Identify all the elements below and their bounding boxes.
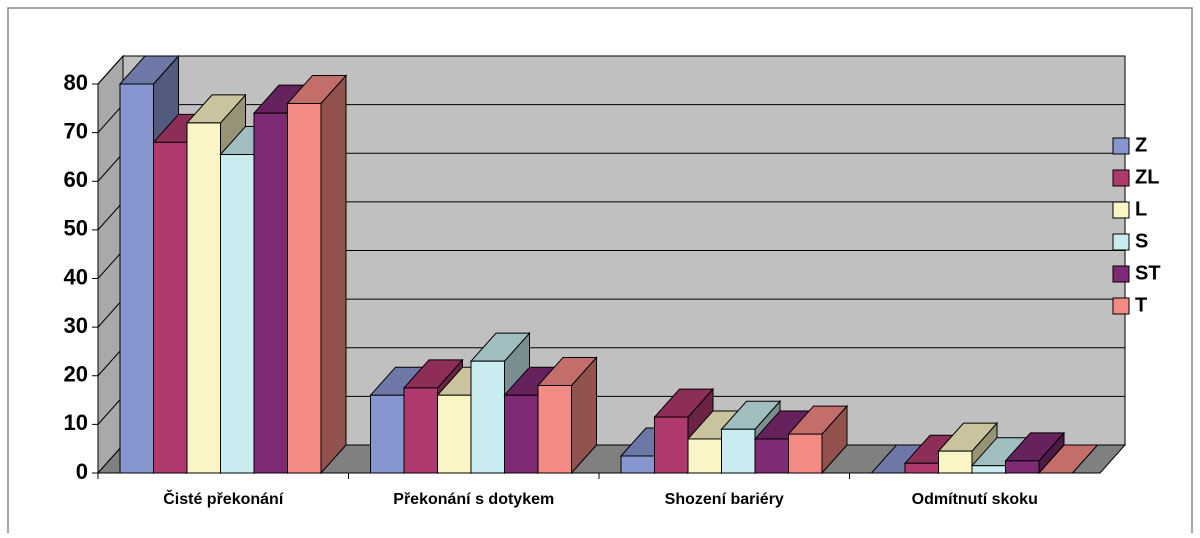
bar <box>754 438 789 474</box>
grid-line <box>97 250 124 279</box>
legend-swatch <box>1112 233 1130 251</box>
bar <box>1005 460 1040 474</box>
y-tick-label: 20 <box>64 362 88 387</box>
y-tick-label: 80 <box>64 70 88 95</box>
legend-label: ST <box>1135 262 1161 284</box>
grid-line <box>97 298 124 328</box>
bar <box>403 387 438 474</box>
bar <box>504 394 539 474</box>
y-tick-label: 30 <box>64 313 88 338</box>
bar <box>119 83 154 474</box>
bar <box>153 141 188 474</box>
bar <box>220 154 255 474</box>
grid-line <box>97 104 124 133</box>
bar <box>788 433 823 474</box>
bar-side <box>320 74 347 475</box>
y-tick-label: 0 <box>76 459 88 484</box>
legend-label: Z <box>1135 134 1147 156</box>
x-tick-label: Čisté překonání <box>163 489 284 508</box>
legend-swatch <box>1112 137 1130 155</box>
bar <box>904 462 939 474</box>
bar <box>721 428 756 474</box>
x-tick-label: Překonání s dotykem <box>393 491 554 508</box>
x-tick-label: Shození bariéry <box>665 491 784 508</box>
bar <box>654 416 689 474</box>
legend-swatch <box>1112 201 1130 219</box>
bar <box>370 394 405 474</box>
grid-line <box>97 396 124 425</box>
bar <box>470 360 505 474</box>
legend-swatch <box>1112 297 1130 315</box>
x-tick-label: Odmítnutí skoku <box>912 491 1038 508</box>
legend-swatch <box>1112 265 1130 283</box>
y-tick-label: 40 <box>64 264 88 289</box>
legend-label: T <box>1135 294 1147 316</box>
grid-line <box>97 55 124 85</box>
y-tick-label: 70 <box>64 118 88 143</box>
bar <box>620 455 655 474</box>
bar <box>971 465 1006 474</box>
legend-label: S <box>1135 230 1148 252</box>
bar <box>437 394 472 474</box>
y-tick-label: 10 <box>64 410 88 435</box>
bar <box>938 450 973 474</box>
y-tick-label: 60 <box>64 167 88 192</box>
grid-line <box>97 347 124 377</box>
legend-label: ZL <box>1135 166 1159 188</box>
bar <box>537 384 572 474</box>
bar <box>186 122 221 474</box>
legend-label: L <box>1135 198 1147 220</box>
bar-top <box>1037 444 1099 474</box>
grid-line <box>97 152 124 182</box>
legend-swatch <box>1112 169 1130 187</box>
bar <box>687 438 722 474</box>
grid-line <box>97 201 124 231</box>
bar <box>287 102 322 474</box>
bar <box>253 112 288 474</box>
y-tick-label: 50 <box>64 216 88 241</box>
